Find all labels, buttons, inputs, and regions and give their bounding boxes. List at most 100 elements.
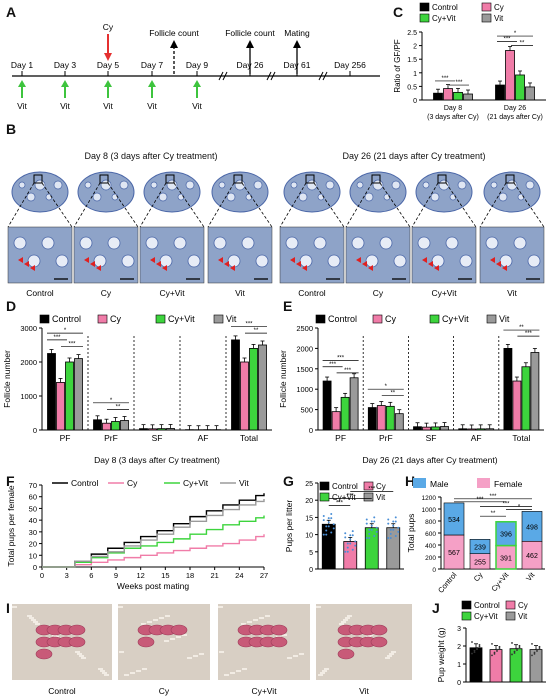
bar xyxy=(476,428,486,431)
pup xyxy=(337,648,355,660)
bar xyxy=(443,88,453,101)
follicle xyxy=(356,181,364,189)
data-point xyxy=(368,532,371,535)
bedding-chip xyxy=(347,615,352,617)
x-tick-label: 0 xyxy=(40,571,44,580)
legend-label: Vit xyxy=(499,314,510,324)
significance-mark: *** xyxy=(68,342,76,348)
bar xyxy=(364,527,379,570)
follicle xyxy=(158,192,168,202)
bedding-chip xyxy=(293,655,298,657)
significance-mark: *** xyxy=(503,37,511,43)
zoomed-follicle xyxy=(499,254,513,268)
follicle-arrow xyxy=(218,257,223,263)
follicle xyxy=(53,180,63,190)
legend-label: Cy+Vit xyxy=(474,612,498,621)
data-point xyxy=(354,540,357,543)
zoomed-follicle xyxy=(41,236,55,250)
timeline-day-label: Day 7 xyxy=(141,60,163,70)
pup xyxy=(35,648,53,660)
follicle-arrow xyxy=(162,265,167,271)
data-point xyxy=(478,645,481,648)
data-point xyxy=(330,512,333,515)
data-point xyxy=(365,537,368,540)
micrograph-caption: Cy+Vit xyxy=(159,288,185,298)
event-label: Mating xyxy=(284,28,310,38)
data-point xyxy=(389,532,392,535)
axis-break xyxy=(218,71,224,81)
legend-swatch xyxy=(505,611,516,621)
category-label: Day 26 xyxy=(504,105,526,112)
y-tick-label: 1500 xyxy=(296,365,313,374)
zoomed-follicle xyxy=(459,254,473,268)
y-tick-label: 3000 xyxy=(20,324,37,333)
bedding-chip xyxy=(345,617,350,619)
zoom-line xyxy=(139,182,167,228)
bedding-chip xyxy=(136,670,141,672)
y-tick-label: 1 xyxy=(413,71,417,78)
bedding-chip xyxy=(102,672,107,674)
bar xyxy=(515,74,525,101)
bedding-chip xyxy=(31,619,36,621)
data-point xyxy=(473,651,476,654)
bedding-chip xyxy=(247,621,252,623)
bedding-chip xyxy=(218,606,223,608)
data-point xyxy=(365,518,368,521)
y-tick-label: 3 xyxy=(457,626,461,633)
zoom-line xyxy=(73,182,101,228)
data-point xyxy=(368,537,371,540)
y-tick-label: 0 xyxy=(33,426,37,435)
y-tick-label: 1200 xyxy=(422,495,437,502)
bedding-chip xyxy=(316,606,321,608)
bedding-chip xyxy=(339,623,344,625)
legend-label: Control xyxy=(332,482,358,491)
x-tick-label: 27 xyxy=(260,571,268,580)
data-point xyxy=(516,649,518,652)
timeline-day-label: Day 5 xyxy=(97,60,119,70)
data-point xyxy=(471,652,473,655)
bedding-chip xyxy=(124,674,129,676)
bar-value-label: 396 xyxy=(500,532,512,539)
follicle-arrow xyxy=(496,261,501,267)
chart-gf-pf-ratio: 0 0.5 1 1.5 2 2.5 Ratio of GF/PF Day 8 (3 days a… xyxy=(393,2,546,121)
event-label: Follicle count xyxy=(149,28,199,38)
y-tick-label: 25 xyxy=(305,481,313,488)
y-tick-label: 50 xyxy=(29,504,37,513)
bar xyxy=(525,86,535,101)
bar xyxy=(157,428,166,431)
vit-label: Vit xyxy=(147,101,157,111)
pup xyxy=(270,636,288,648)
bar xyxy=(376,405,386,431)
data-point xyxy=(389,537,392,540)
follicle-arrow xyxy=(490,257,495,263)
follicle-arrow xyxy=(90,261,95,267)
ovary-section xyxy=(77,171,135,213)
bedding-chip xyxy=(242,668,247,670)
follicle-arrow xyxy=(422,257,427,263)
significance-mark: ** xyxy=(390,390,395,396)
category-label: Control xyxy=(436,570,459,595)
vit-arrowhead xyxy=(61,80,69,87)
bar xyxy=(249,348,258,431)
legend-label: Control xyxy=(432,3,458,12)
ovary-section xyxy=(211,171,269,213)
data-point xyxy=(322,533,325,536)
legend-swatch xyxy=(486,314,497,324)
bar xyxy=(509,648,523,683)
zoomed-follicle xyxy=(55,254,69,268)
y-tick-label: 0 xyxy=(309,426,313,435)
x-tick-label: 24 xyxy=(235,571,243,580)
data-point xyxy=(491,654,493,657)
legend-label: Cy xyxy=(518,601,528,610)
bar xyxy=(240,361,249,431)
legend-label: Male xyxy=(430,479,449,489)
y-tick-label: 20 xyxy=(305,498,313,505)
bar xyxy=(463,93,473,101)
y-tick-label: 2.5 xyxy=(407,30,417,37)
bar xyxy=(47,353,56,431)
bar-value-label: 255 xyxy=(474,559,486,566)
bedding-chip xyxy=(159,617,164,619)
bedding-chip xyxy=(165,615,170,617)
follicle xyxy=(325,180,335,190)
data-point xyxy=(387,537,390,540)
